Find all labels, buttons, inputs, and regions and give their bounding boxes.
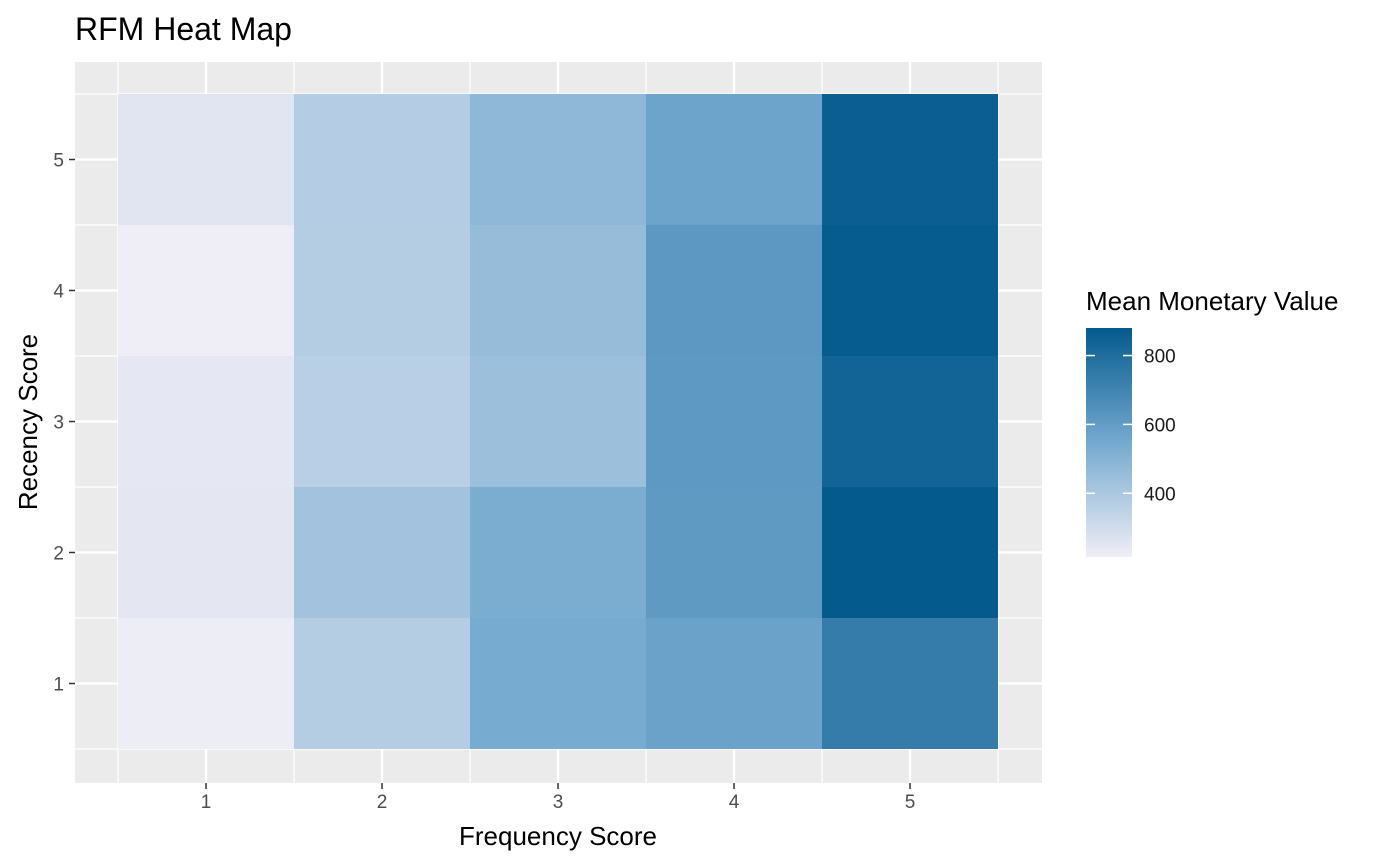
- y-axis-ticks: 1 2 3 4 5: [53, 151, 75, 696]
- y-tick-label: 2: [53, 544, 64, 565]
- heatmap-cell: 245: [118, 356, 294, 487]
- heatmap-cell: 610: [646, 487, 822, 618]
- heatmap-cell: 425: [294, 487, 470, 618]
- y-tick-label: 4: [53, 282, 64, 303]
- x-tick-label: 2: [377, 792, 388, 813]
- heatmap-cell: 862: [822, 94, 998, 225]
- legend-tick-label: 600: [1144, 415, 1176, 436]
- heatmap-cell: 455: [470, 225, 646, 356]
- x-tick-label: 4: [729, 792, 740, 813]
- heatmap-cell: 620: [646, 225, 822, 356]
- y-tick-label: 5: [53, 151, 64, 172]
- legend-title: Mean Monetary Value: [1086, 286, 1338, 316]
- heatmap-cell: 735: [822, 618, 998, 749]
- heatmap-cell: 528: [470, 487, 646, 618]
- heatmap-cell: 375: [294, 225, 470, 356]
- heatmap-cell: 615: [646, 356, 822, 487]
- heatmap-cell: 840: [822, 356, 998, 487]
- heatmap-tiles: 2222482452182583754253623753725405284404…: [118, 94, 998, 749]
- y-tick-label: 3: [53, 413, 64, 434]
- heatmap-cell: 248: [118, 487, 294, 618]
- heatmap-cell: 222: [118, 618, 294, 749]
- x-tick-label: 3: [553, 792, 564, 813]
- heatmap-cell: 880: [822, 487, 998, 618]
- x-tick-label: 1: [201, 792, 212, 813]
- legend-tick-label: 400: [1144, 484, 1176, 505]
- heatmap-cell: 362: [294, 356, 470, 487]
- y-axis-title: Recency Score: [13, 334, 43, 510]
- heatmap-cell: 218: [118, 225, 294, 356]
- heatmap-cell: 570: [646, 94, 822, 225]
- heatmap-cell: 375: [294, 618, 470, 749]
- x-axis-ticks: 1 2 3 4 5: [201, 783, 916, 813]
- legend: Mean Monetary Value 400 600 800: [1086, 286, 1338, 557]
- heatmap-cell: 540: [470, 618, 646, 749]
- heatmap-cell: 372: [294, 94, 470, 225]
- x-axis-title: Frequency Score: [459, 821, 657, 851]
- heatmap-cell: 258: [118, 94, 294, 225]
- legend-colorbar: [1086, 328, 1132, 557]
- heatmap-cell: 440: [470, 356, 646, 487]
- chart-title: RFM Heat Map: [75, 11, 292, 47]
- heatmap-cell: 475: [470, 94, 646, 225]
- heatmap-cell: 575: [646, 618, 822, 749]
- heatmap-cell: 872: [822, 225, 998, 356]
- y-tick-label: 1: [53, 675, 64, 696]
- legend-tick-label: 800: [1144, 347, 1176, 368]
- x-tick-label: 5: [905, 792, 916, 813]
- legend-ticks: 400 600 800: [1086, 347, 1176, 505]
